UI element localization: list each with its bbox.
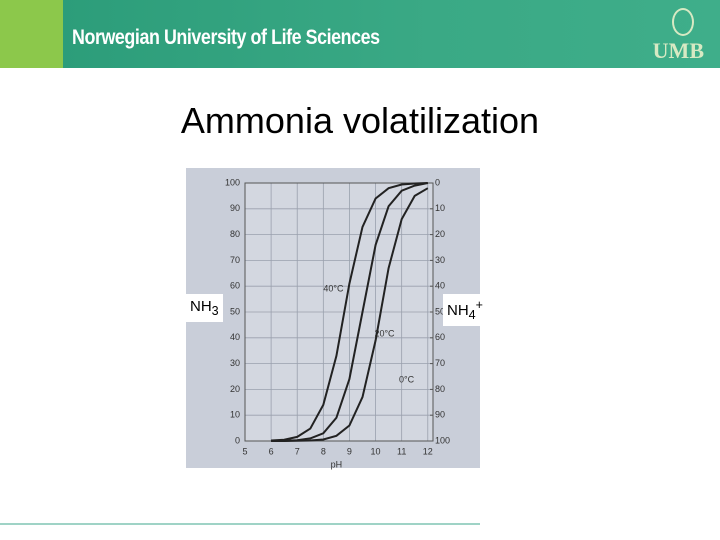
y2-tick-label: 20	[435, 229, 445, 239]
x-tick-label: 5	[242, 446, 247, 456]
y2-tick-label: 30	[435, 255, 445, 265]
y2-tick-label: 100	[435, 435, 450, 445]
x-tick-label: 12	[423, 446, 433, 456]
right-label-sup: +	[475, 298, 483, 312]
right-label-text: NH	[447, 302, 469, 319]
left-label: NH3	[186, 294, 223, 322]
x-tick-label: 11	[397, 446, 406, 456]
y-tick-label: 10	[230, 410, 240, 420]
y2-tick-label: 60	[435, 332, 445, 342]
y2-tick-label: 50	[435, 306, 445, 316]
x-tick-label: 9	[347, 446, 352, 456]
logo-text: UMB	[652, 38, 704, 63]
logo-mark	[672, 8, 694, 36]
series-annotation: 20°C	[374, 328, 395, 338]
banner: Norwegian University of Life Sciences UM…	[0, 0, 720, 68]
footer-line	[0, 523, 480, 525]
series-line	[271, 187, 429, 442]
x-tick-label: 7	[295, 446, 300, 456]
y-tick-label: 80	[230, 229, 240, 239]
y-tick-label: 60	[230, 281, 240, 291]
y-tick-label: 20	[230, 384, 240, 394]
plot-frame	[244, 182, 434, 442]
x-tick-label: 8	[321, 446, 326, 456]
y-tick-label: 100	[225, 177, 240, 187]
y-tick-label: 50	[230, 306, 240, 316]
series-annotation: 40°C	[323, 283, 344, 293]
y2-tick-label: 80	[435, 384, 445, 394]
right-label: NH4+	[443, 294, 487, 326]
university-name: Norwegian University of Life Sciences	[72, 26, 380, 49]
y-tick-label: 70	[230, 255, 240, 265]
x-axis-label: pH	[331, 459, 343, 469]
y2-tick-label: 10	[435, 203, 445, 213]
y2-tick-label: 70	[435, 358, 445, 368]
x-tick-label: 6	[269, 446, 274, 456]
y-tick-label: 30	[230, 358, 240, 368]
y2-tick-label: 40	[435, 281, 445, 291]
y2-tick-label: 90	[435, 410, 445, 420]
banner-square	[0, 0, 63, 68]
series-line	[271, 182, 428, 442]
y-tick-label: 40	[230, 332, 240, 342]
y2-tick-label: 0	[435, 177, 440, 187]
left-label-sub: 3	[211, 304, 219, 318]
right-label-sub: 4	[468, 308, 476, 322]
y-tick-label: 90	[230, 203, 240, 213]
slide-title: Ammonia volatilization	[180, 100, 540, 141]
series-annotation: 0°C	[399, 374, 415, 384]
y-tick-label: 0	[235, 435, 240, 445]
x-tick-label: 10	[371, 446, 381, 456]
left-label-text: NH	[190, 298, 212, 315]
